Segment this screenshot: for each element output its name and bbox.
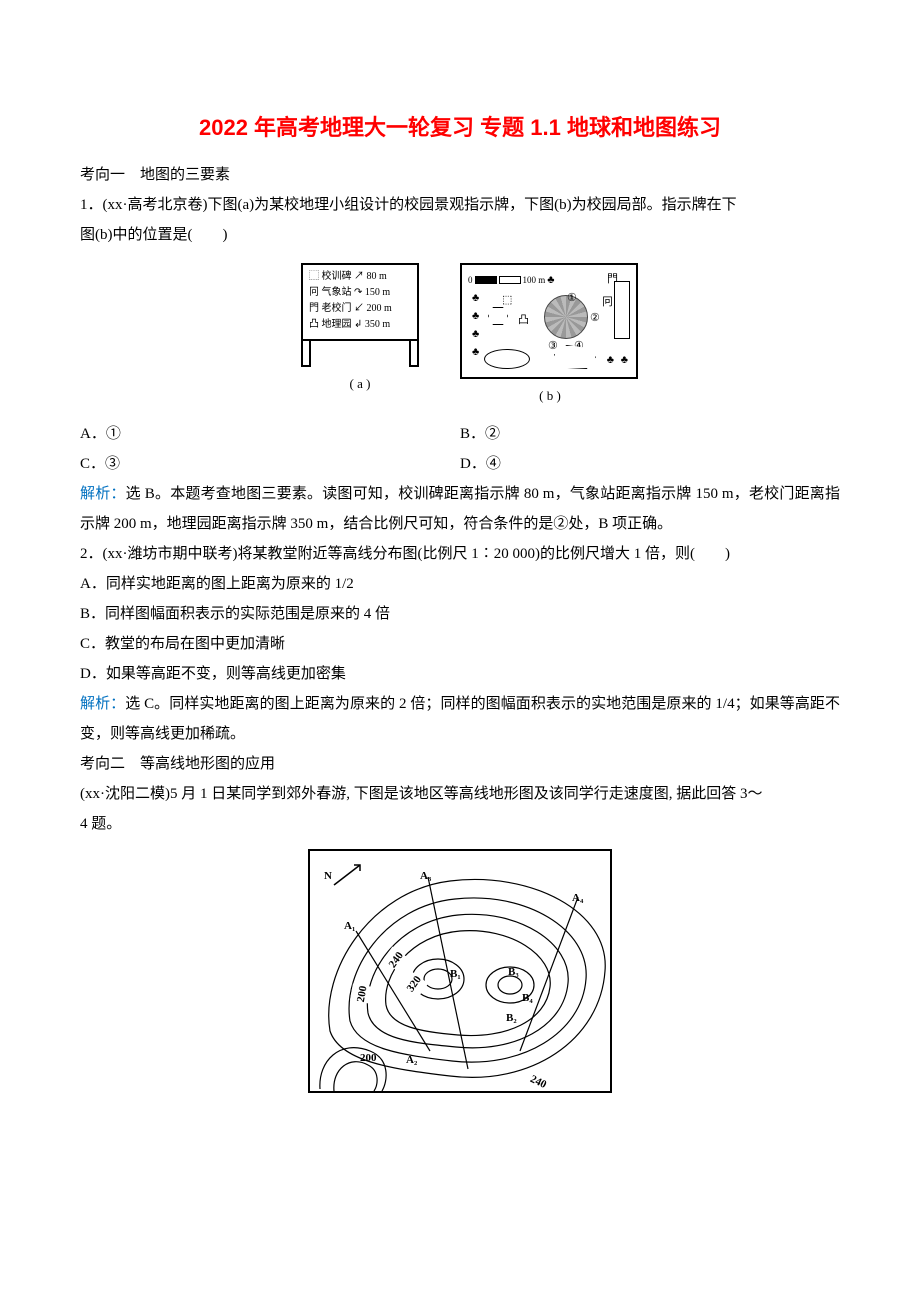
- figure-b: 0 100 m ♣ 門 ♣ ♣ ♣ ♣ ⬚ 凸: [460, 263, 640, 409]
- analysis-label: 解析：: [80, 696, 125, 712]
- weather-icon: 冋: [602, 291, 613, 313]
- label-a2: A₂: [406, 1049, 417, 1071]
- north-label: N: [324, 865, 332, 887]
- label-b1: B₁: [450, 963, 461, 985]
- q1-option-d: D．④: [460, 449, 840, 479]
- sign-row-2: 冋 气象站 ↷ 150 m: [309, 285, 413, 301]
- label-b3: B₃: [508, 961, 519, 983]
- scale-100: 100 m: [523, 271, 546, 289]
- analysis-label: 解析：: [80, 486, 126, 502]
- sign-board: ⬚ 校训碑 ↗ 80 m 冋 气象站 ↷ 150 m 門 老校门 ↙ 200 m…: [301, 263, 419, 341]
- q2-option-d: D．如果等高距不变，则等高线更加密集: [80, 659, 840, 689]
- figure-a-caption: ( a ): [280, 371, 440, 397]
- q1-stem-line2: 图(b)中的位置是( ): [80, 220, 840, 250]
- sign-row-3: 門 老校门 ↙ 200 m: [309, 301, 413, 317]
- section2-stem-line1: (xx·沈阳二模)5 月 1 日某同学到郊外春游, 下图是该地区等高线地形图及该…: [80, 779, 840, 809]
- figure-b-caption: ( b ): [460, 383, 640, 409]
- triangle-icon: 凸: [518, 309, 529, 331]
- sign-row-1: ⬚ 校训碑 ↗ 80 m: [309, 269, 413, 285]
- q2-analysis-text: 选 C。同样实地距离的图上距离为原来的 2 倍；同样的图幅面积表示的实地范围是原…: [80, 696, 840, 742]
- section2-stem-line2: 4 题。: [80, 809, 840, 839]
- q1-analysis-text: 选 B。本题考查地图三要素。读图可知，校训碑距离指示牌 80 m，气象站距离指示…: [80, 486, 840, 532]
- building-rect: [614, 281, 630, 339]
- figure-a: ⬚ 校训碑 ↗ 80 m 冋 气象站 ↷ 150 m 門 老校门 ↙ 200 m…: [280, 263, 440, 397]
- q2-option-c: C．教堂的布局在图中更加清晰: [80, 629, 840, 659]
- label-a1: A₁: [344, 915, 355, 937]
- contour-200b: 200: [360, 1047, 377, 1069]
- q2-analysis: 解析：选 C。同样实地距离的图上距离为原来的 2 倍；同样的图幅面积表示的实地范…: [80, 689, 840, 749]
- q2-option-a: A．同样实地距离的图上距离为原来的 1/2: [80, 569, 840, 599]
- document-title: 2022 年高考地理大一轮复习 专题 1.1 地球和地图练习: [80, 110, 840, 142]
- section1-heading: 考向一 地图的三要素: [80, 160, 840, 190]
- q1-analysis: 解析：选 B。本题考查地图三要素。读图可知，校训碑距离指示牌 80 m，气象站距…: [80, 479, 840, 539]
- sign-legs: [301, 341, 419, 367]
- q1-stem-line1: 1．(xx·高考北京卷)下图(a)为某校地理小组设计的校园景观指示牌，下图(b)…: [80, 190, 840, 220]
- plaza-circle: [544, 295, 588, 339]
- label-a3: A₃: [420, 865, 431, 887]
- track-oval: [484, 349, 530, 369]
- campus-map: 0 100 m ♣ 門 ♣ ♣ ♣ ♣ ⬚ 凸: [460, 263, 638, 379]
- figure-ab: ⬚ 校训碑 ↗ 80 m 冋 气象站 ↷ 150 m 門 老校门 ↙ 200 m…: [80, 260, 840, 409]
- scale-bar: 0 100 m ♣: [468, 269, 554, 291]
- tree-icon: ♣: [607, 349, 614, 371]
- tree-icon: ♣: [547, 269, 554, 291]
- q1-option-a: A．①: [80, 419, 460, 449]
- building-poly: [554, 345, 596, 369]
- label-b2: B₂: [506, 1007, 517, 1029]
- q2-stem: 2．(xx·潍坊市期中联考)将某教堂附近等高线分布图(比例尺 1∶20 000)…: [80, 539, 840, 569]
- q1-option-c: C．③: [80, 449, 460, 479]
- label-a4: A₄: [572, 887, 583, 909]
- label-b4: B₄: [522, 987, 533, 1009]
- tree-icon: ♣: [621, 349, 628, 371]
- pos-2: ②: [590, 307, 600, 329]
- tree-icon: ♣: [472, 341, 479, 363]
- contour-200: 200: [350, 984, 375, 1004]
- contour-map: N A₃ A₁ A₄ B₁ B₃ B₄ B₂ A₂ 240 320 200 20…: [308, 849, 612, 1093]
- section2-heading: 考向二 等高线地形图的应用: [80, 749, 840, 779]
- q2-option-b: B．同样图幅面积表示的实际范围是原来的 4 倍: [80, 599, 840, 629]
- monument-icon: ⬚: [502, 289, 512, 311]
- pos-1: ①: [567, 287, 577, 309]
- q1-option-b: B．②: [460, 419, 840, 449]
- sign-row-4: 凸 地理园 ↲ 350 m: [309, 317, 413, 333]
